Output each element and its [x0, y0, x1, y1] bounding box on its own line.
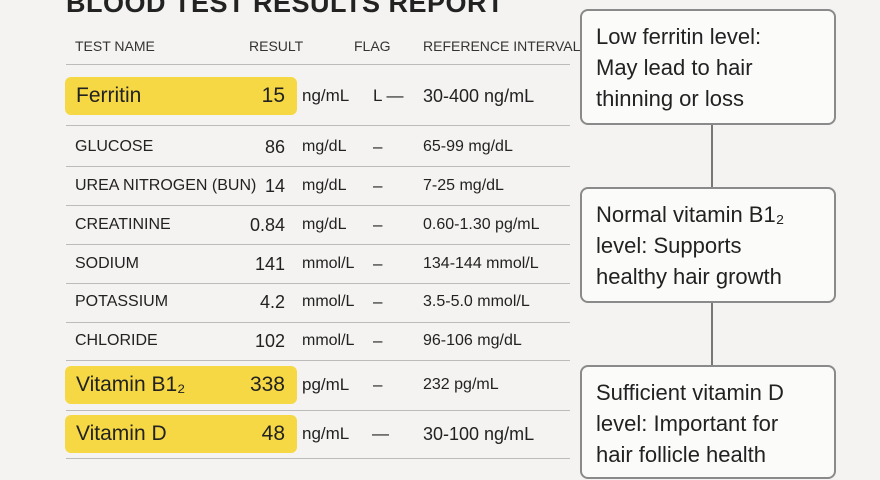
- callout-line: healthy hair growth: [596, 264, 782, 289]
- row-rule: [66, 410, 570, 411]
- unit: mmol/L: [302, 332, 355, 349]
- reference: 65-99 mg/dL: [423, 138, 513, 155]
- callout-line: level: Important for: [596, 411, 779, 436]
- row-rule: [66, 458, 570, 459]
- row-rule: [66, 205, 570, 206]
- result: 0.84: [249, 215, 285, 235]
- result: 338: [249, 373, 285, 396]
- unit: mmol/L: [302, 255, 355, 272]
- callout-line: hair follicle health: [596, 442, 766, 467]
- row-rule: [66, 322, 570, 323]
- flag: –: [373, 254, 383, 273]
- reference: 3.5-5.0 mmol/L: [423, 293, 530, 310]
- test-name: CHLORIDE: [75, 332, 158, 349]
- connector: [711, 303, 713, 365]
- report-title: BLOOD TEST RESULTS REPORT: [66, 0, 505, 18]
- callout-line: thinning or loss: [596, 86, 744, 111]
- unit: ng/mL: [302, 86, 350, 105]
- test-name: Ferritin: [76, 84, 142, 107]
- column-header: TEST NAME: [75, 38, 155, 54]
- test-name: Vitamin B1₂: [76, 373, 186, 396]
- header-rule: [66, 64, 570, 65]
- test-name: POTASSIUM: [75, 293, 169, 310]
- test-name: Vitamin D: [76, 422, 167, 445]
- callout: Normal vitamin B1₂ level: Supports healthy…: [580, 187, 836, 303]
- row-rule: [66, 125, 570, 126]
- result: 48: [261, 422, 285, 445]
- flag: L —: [373, 86, 404, 105]
- result: 141: [254, 254, 285, 274]
- flag: —: [372, 424, 389, 443]
- row-rule: [66, 244, 570, 245]
- unit: mmol/L: [302, 293, 355, 310]
- test-name: GLUCOSE: [75, 138, 154, 155]
- flag: –: [373, 331, 383, 350]
- highlight: [65, 415, 297, 453]
- callout-line: Low ferritin level:: [596, 24, 762, 49]
- connector: [711, 125, 713, 187]
- reference: 7-25 mg/dL: [423, 177, 504, 194]
- row-rule: [66, 283, 570, 284]
- row-rule: [66, 166, 570, 167]
- test-name: SODIUM: [75, 255, 139, 272]
- reference: 30-400 ng/mL: [423, 86, 535, 106]
- column-header: REFERENCE INTERVAL: [423, 38, 581, 54]
- reference: 134-144 mmol/L: [423, 255, 539, 272]
- unit: ng/mL: [302, 424, 350, 443]
- reference: 232 pg/mL: [423, 376, 499, 393]
- reference: 96-106 mg/dL: [423, 332, 522, 349]
- callout-line: Sufficient vitamin D: [596, 380, 784, 405]
- callout-line: level: Supports: [596, 233, 742, 258]
- callout-line: Normal vitamin B1₂: [596, 202, 785, 227]
- column-header: FLAG: [354, 38, 391, 54]
- highlight: [65, 366, 297, 404]
- highlight: [65, 77, 297, 115]
- flag: –: [373, 375, 383, 394]
- test-name: UREA NITROGEN (BUN): [75, 177, 257, 194]
- unit: mg/dL: [302, 177, 347, 194]
- result: 102: [254, 331, 285, 351]
- result: 86: [264, 137, 285, 157]
- callout: Sufficient vitamin D level: Important for…: [580, 365, 836, 479]
- flag: –: [373, 215, 383, 234]
- callout-line: May lead to hair: [596, 55, 753, 80]
- reference: 30-100 ng/mL: [423, 424, 535, 444]
- test-name: CREATININE: [75, 216, 171, 233]
- result: 15: [261, 84, 285, 107]
- reference: 0.60-1.30 pg/mL: [423, 216, 540, 233]
- flag: –: [373, 137, 383, 156]
- unit: pg/mL: [302, 375, 350, 394]
- result: 4.2: [259, 292, 285, 312]
- flag: –: [373, 292, 383, 311]
- column-header: RESULT: [249, 38, 304, 54]
- flag: –: [373, 176, 383, 195]
- result: 14: [264, 176, 285, 196]
- callout: Low ferritin level: May lead to hair thinn…: [580, 9, 836, 125]
- unit: mg/dL: [302, 216, 347, 233]
- row-rule: [66, 360, 570, 361]
- unit: mg/dL: [302, 138, 347, 155]
